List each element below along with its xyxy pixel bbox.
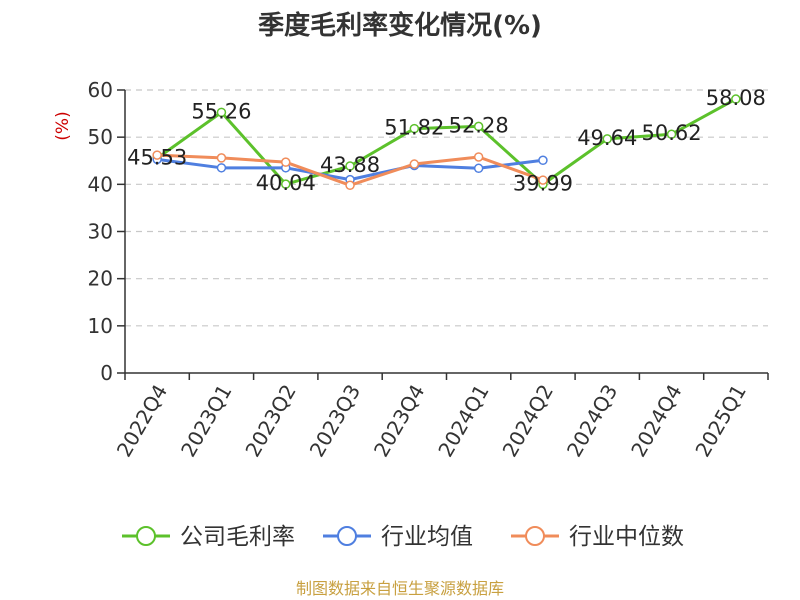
x-tick-label: 2023Q3	[305, 380, 365, 461]
x-tick-label: 2023Q1	[176, 380, 236, 461]
data-point	[216, 163, 227, 173]
x-tick-label: 2022Q4	[112, 380, 172, 461]
series-lines	[152, 94, 741, 191]
chart-title: 季度毛利率变化情况(%)	[258, 10, 542, 41]
y-tick-label: 0	[100, 361, 113, 385]
source-note: 制图数据来自恒生聚源数据库	[296, 579, 504, 598]
x-tick-label: 2023Q2	[240, 380, 300, 461]
legend-label: 行业中位数	[569, 524, 684, 550]
y-tick-label: 30	[88, 220, 113, 244]
data-point	[666, 129, 677, 139]
data-label: 55.26	[191, 99, 251, 123]
y-tick-label: 40	[88, 172, 113, 196]
data-point	[602, 134, 612, 144]
data-point	[473, 121, 484, 132]
legend-marker	[136, 526, 156, 546]
data-point	[281, 157, 291, 167]
x-tick-label: 2025Q1	[690, 380, 750, 461]
y-tick-label: 20	[88, 267, 113, 291]
x-tick-label: 2024Q3	[562, 380, 622, 461]
data-label: 51.82	[384, 116, 444, 140]
x-tick-label: 2024Q1	[433, 380, 493, 461]
data-point	[216, 107, 227, 118]
series-line-0	[156, 97, 737, 186]
data-label: 45.53	[127, 145, 187, 169]
data-point	[345, 180, 355, 191]
data-label: 39.99	[513, 171, 573, 195]
data-label: 49.64	[577, 126, 637, 150]
grid-lines	[125, 89, 768, 327]
data-label: 43.88	[320, 153, 380, 177]
legend-label: 行业均值	[381, 524, 473, 550]
x-tick-label: 2024Q4	[626, 380, 686, 461]
x-tick-label: 2023Q4	[369, 380, 429, 461]
legend-marker	[525, 526, 545, 546]
legend-marker	[337, 526, 357, 546]
data-point	[473, 163, 484, 174]
data-point	[538, 175, 548, 185]
y-tick-label: 50	[88, 125, 113, 149]
data-label: 40.04	[256, 171, 316, 195]
data-label: 58.08	[706, 86, 766, 110]
y-tick-label: 60	[88, 78, 113, 102]
data-point	[152, 150, 162, 160]
data-label: 52.28	[449, 113, 509, 137]
data-point	[345, 161, 355, 171]
data-point	[409, 159, 420, 169]
legend: 公司毛利率 行业均值 行业中位数	[122, 524, 684, 550]
data-point	[409, 123, 420, 134]
data-point	[216, 153, 227, 163]
y-axis-label: (%)	[53, 111, 73, 140]
data-label: 50.62	[641, 121, 701, 145]
data-point	[731, 94, 741, 104]
data-point	[281, 179, 291, 189]
x-tick-label: 2024Q2	[498, 380, 558, 461]
legend-label: 公司毛利率	[180, 524, 295, 550]
data-point	[538, 155, 548, 166]
y-tick-label: 10	[88, 314, 113, 338]
data-point	[473, 152, 484, 162]
